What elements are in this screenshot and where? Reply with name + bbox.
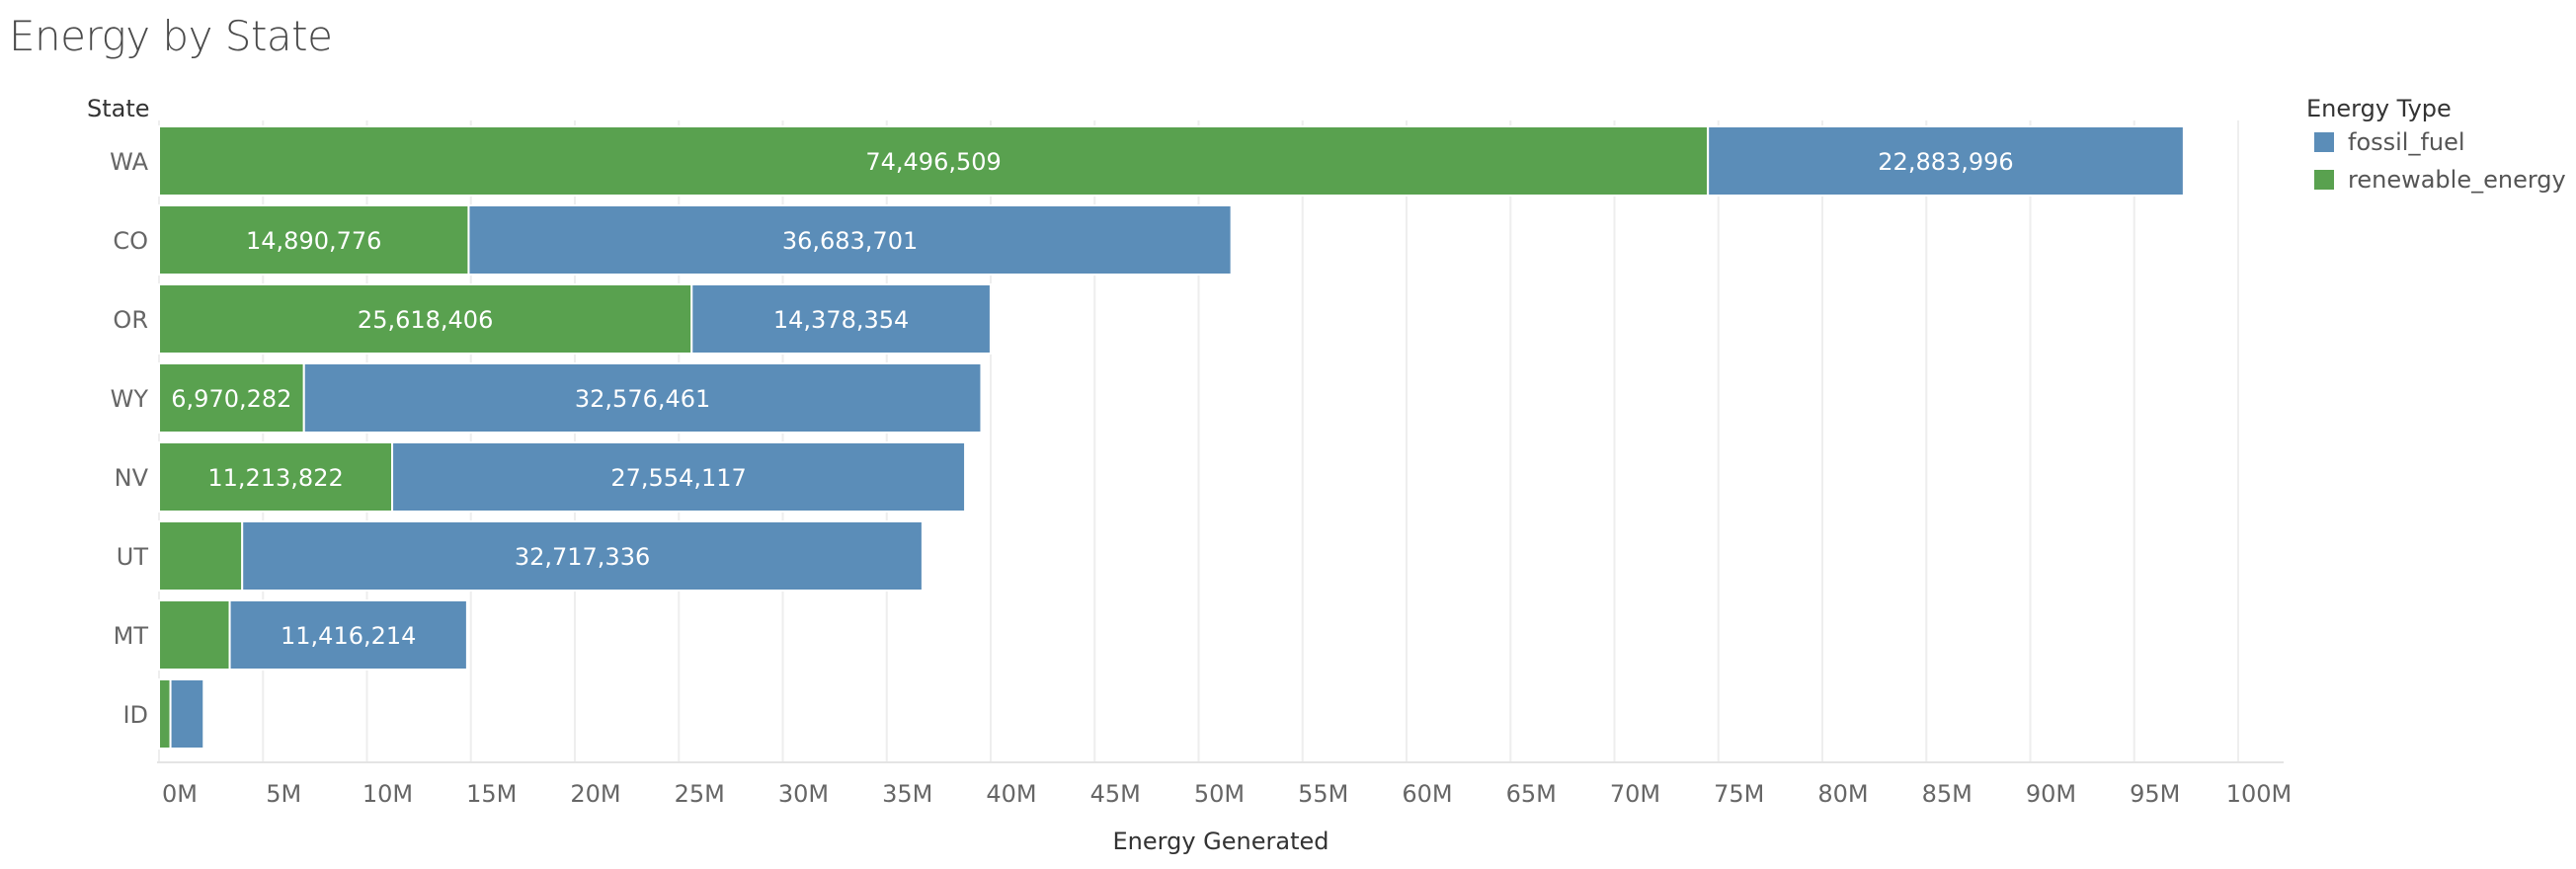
x-tick-label: 30M	[778, 780, 829, 808]
x-axis-label: Energy Generated	[1113, 828, 1329, 855]
legend: Energy Type fossil_fuel renewable_energy	[2306, 95, 2566, 194]
row-header: State	[87, 95, 150, 122]
x-tick-label: 10M	[362, 780, 413, 808]
legend-label-fossil_fuel[interactable]: fossil_fuel	[2348, 128, 2465, 156]
data-label: 32,576,461	[575, 385, 710, 413]
category-label: MT	[114, 622, 149, 650]
data-label: 27,554,117	[610, 464, 746, 492]
chart-title: Energy by State	[9, 12, 333, 60]
bar-renewable_energy-MT[interactable]	[158, 599, 231, 671]
category-labels: WA CO OR WY NV UT MT ID	[110, 148, 148, 729]
data-label: 14,378,354	[773, 306, 909, 334]
category-label: OR	[113, 306, 148, 334]
category-label: NV	[115, 464, 149, 492]
bar-fossil_fuel-ID[interactable]	[169, 678, 205, 750]
data-label: 6,970,282	[171, 385, 291, 413]
bar-fossil_fuel-WY[interactable]	[302, 362, 983, 434]
x-tick-label: 65M	[1506, 780, 1557, 808]
category-label: WA	[110, 148, 148, 176]
category-label: ID	[122, 701, 148, 729]
category-label: UT	[117, 543, 149, 571]
bar-fossil_fuel-WA[interactable]	[1707, 125, 2185, 197]
x-tick-labels: 0M 5M 10M 15M 20M 25M 30M 35M 40M 45M 50M 55M 60M 65M…	[162, 780, 2292, 808]
x-tick-label: 90M	[2026, 780, 2076, 808]
bar-fossil_fuel-UT[interactable]	[241, 520, 924, 592]
data-label: 22,883,996	[1878, 148, 2013, 176]
x-tick-label: 60M	[1402, 780, 1452, 808]
legend-swatch-renewable_energy[interactable]	[2314, 170, 2334, 190]
bar-renewable_energy-WY[interactable]	[158, 362, 305, 434]
x-tick-label: 75M	[1714, 780, 1764, 808]
legend-title: Energy Type	[2306, 95, 2452, 122]
bar-renewable_energy-ID[interactable]	[158, 678, 172, 750]
x-tick-label: 25M	[675, 780, 725, 808]
x-tick-label: 45M	[1090, 780, 1141, 808]
data-label: 14,890,776	[246, 227, 381, 255]
x-tick-label: 35M	[882, 780, 932, 808]
x-tick-label: 50M	[1194, 780, 1245, 808]
x-tick-label: 70M	[1610, 780, 1660, 808]
x-tick-label: 40M	[986, 780, 1036, 808]
bars: 74,496,509 22,883,996 14,890,776 36,683,701…	[158, 125, 2185, 750]
x-tick-label: 80M	[1817, 780, 1868, 808]
data-label: 11,213,822	[207, 464, 343, 492]
x-tick-label: 95M	[2130, 780, 2180, 808]
bar-fossil_fuel-OR[interactable]	[690, 283, 992, 355]
x-tick-label: 20M	[570, 780, 620, 808]
legend-label-renewable_energy[interactable]: renewable_energy	[2348, 166, 2566, 194]
bar-fossil_fuel-CO[interactable]	[467, 204, 1233, 276]
category-label: CO	[113, 227, 148, 255]
bar-renewable_energy-CO[interactable]	[158, 204, 470, 276]
bar-fossil_fuel-MT[interactable]	[228, 599, 468, 671]
bar-fossil_fuel-NV[interactable]	[391, 441, 967, 513]
x-tick-label: 55M	[1298, 780, 1348, 808]
bar-renewable_energy-WA[interactable]	[158, 125, 1710, 197]
x-tick-label: 15M	[466, 780, 517, 808]
data-label: 11,416,214	[281, 622, 416, 650]
x-tick-label: 5M	[266, 780, 301, 808]
legend-swatch-fossil_fuel[interactable]	[2314, 132, 2334, 152]
bar-renewable_energy-UT[interactable]	[158, 520, 244, 592]
data-label: 36,683,701	[782, 227, 918, 255]
x-tick-label: 0M	[162, 780, 198, 808]
x-tick-label: 100M	[2226, 780, 2293, 808]
bar-renewable_energy-NV[interactable]	[158, 441, 394, 513]
data-label: 74,496,509	[865, 148, 1001, 176]
data-label: 32,717,336	[515, 543, 650, 571]
x-tick-label: 85M	[1922, 780, 1972, 808]
category-label: WY	[111, 385, 149, 413]
data-label: 25,618,406	[358, 306, 493, 334]
